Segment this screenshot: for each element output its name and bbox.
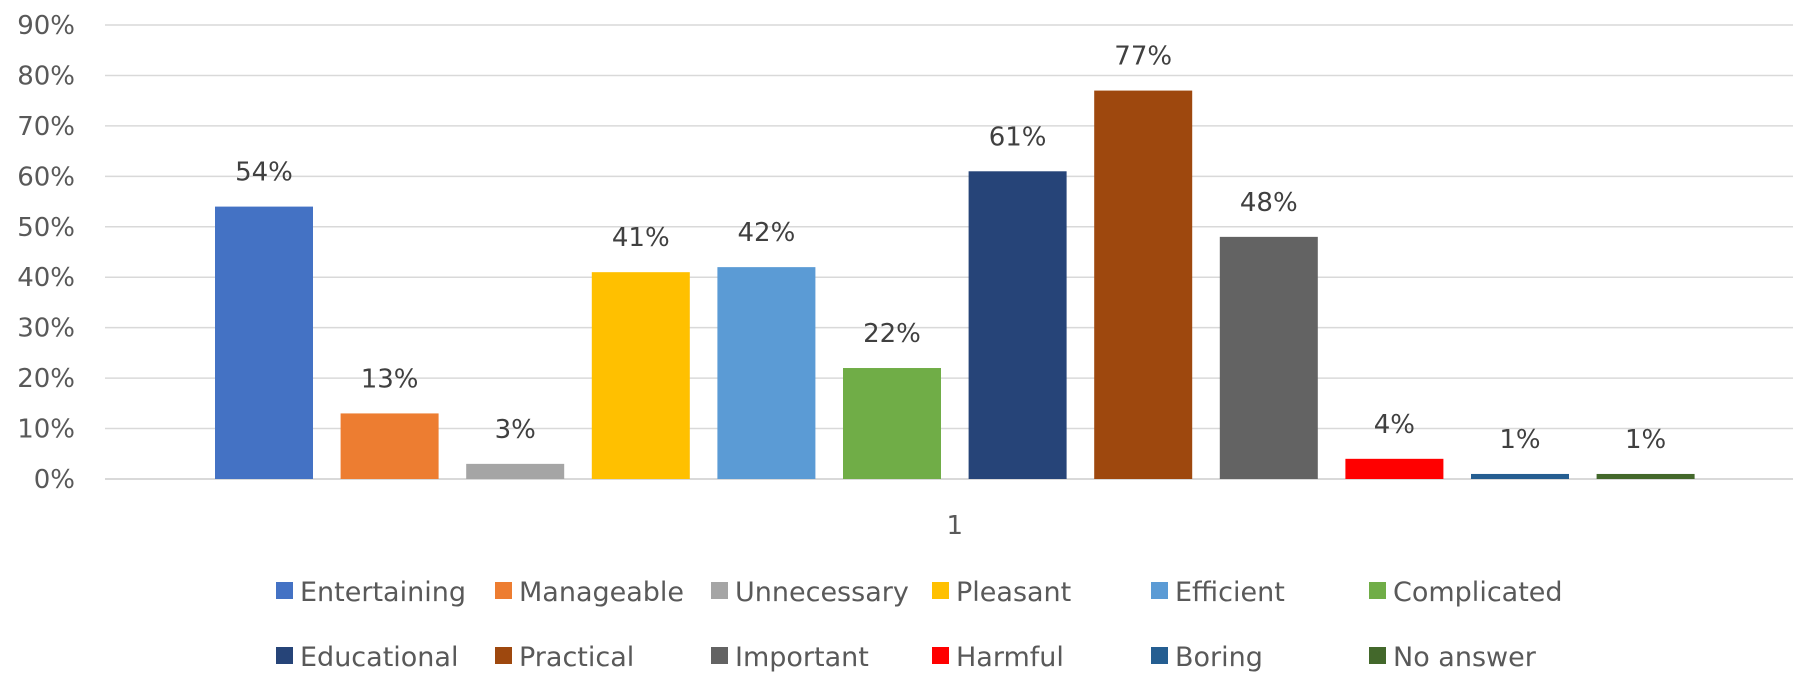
bar-efficient: [717, 267, 816, 479]
bar-entertaining: [215, 206, 313, 479]
data-label: 41%: [612, 223, 670, 253]
bar-boring: [1471, 473, 1569, 479]
y-tick-label: 0%: [34, 465, 75, 495]
legend-swatch: [495, 647, 512, 664]
data-label: 13%: [361, 364, 419, 394]
legend-swatch: [1151, 647, 1168, 664]
bar-unnecessary: [466, 463, 565, 479]
legend-swatch: [932, 582, 949, 599]
data-label: 42%: [738, 218, 796, 248]
data-label: 54%: [235, 158, 293, 188]
legend-item-manageable: Manageable: [495, 577, 684, 608]
y-tick-label: 10%: [17, 415, 75, 445]
y-tick-label: 70%: [17, 112, 75, 142]
legend-label: Complicated: [1393, 577, 1563, 608]
legend-swatch: [276, 647, 293, 664]
legend-swatch: [276, 582, 293, 599]
y-tick-label: 50%: [17, 213, 75, 243]
y-tick-label: 60%: [17, 162, 75, 192]
legend-swatch: [711, 647, 728, 664]
legend-label: Pleasant: [956, 577, 1071, 608]
y-tick-label: 80%: [17, 61, 75, 91]
bar-manageable: [340, 413, 439, 479]
bar-important: [1219, 236, 1318, 479]
data-label: 1%: [1625, 425, 1666, 455]
legend-item-complicated: Complicated: [1369, 577, 1563, 608]
data-label: 48%: [1240, 188, 1298, 218]
bar-harmful: [1345, 458, 1444, 479]
legend-swatch: [1369, 582, 1386, 599]
legend-item-unnecessary: Unnecessary: [711, 577, 909, 608]
gridlines: [105, 24, 1793, 480]
legend-label: Practical: [519, 642, 634, 673]
legend-label: Harmful: [956, 642, 1064, 673]
legend-label: Important: [735, 642, 869, 673]
legend-item-educational: Educational: [276, 642, 458, 673]
bar-pleasant: [591, 272, 690, 479]
bar-complicated: [843, 368, 941, 479]
y-tick-label: 30%: [17, 314, 75, 344]
legend-item-boring: Boring: [1151, 642, 1263, 673]
bar-practical: [1094, 90, 1193, 480]
data-label: 77%: [1114, 42, 1172, 72]
legend-item-practical: Practical: [495, 642, 634, 673]
legend-swatch: [1151, 582, 1168, 599]
legend-label: Manageable: [519, 577, 684, 608]
legend-label: Unnecessary: [735, 577, 909, 608]
data-label: 3%: [495, 415, 536, 445]
legend-label: Boring: [1175, 642, 1263, 673]
legend-item-harmful: Harmful: [932, 642, 1064, 673]
legend-item-efficient: Efficient: [1151, 577, 1285, 608]
bars: [215, 90, 1695, 480]
legend-label: Efficient: [1175, 577, 1285, 608]
bar-no-answer: [1596, 473, 1695, 479]
y-tick-label: 20%: [17, 364, 75, 394]
legend-label: Entertaining: [300, 577, 466, 608]
x-category-label: 1: [947, 511, 964, 541]
y-tick-label: 40%: [17, 263, 75, 293]
data-label: 61%: [989, 122, 1047, 152]
y-axis-ticks: 0% 10% 20% 30% 40% 50% 60% 70% 80% 90%: [17, 11, 75, 495]
data-label: 1%: [1499, 425, 1540, 455]
legend: Entertaining Manageable Unnecessary Pleasan…: [276, 577, 1563, 673]
legend-swatch: [711, 582, 728, 599]
data-labels: 54% 13% 3% 41% 42% 22% 61% 77% 48% 4% 1% 1%: [235, 42, 1666, 455]
legend-item-entertaining: Entertaining: [276, 577, 466, 608]
legend-swatch: [495, 582, 512, 599]
legend-item-pleasant: Pleasant: [932, 577, 1071, 608]
legend-item-important: Important: [711, 642, 869, 673]
legend-item-no-answer: No answer: [1369, 642, 1537, 673]
legend-label: No answer: [1393, 642, 1537, 673]
y-tick-label: 90%: [17, 11, 75, 41]
legend-swatch: [1369, 647, 1386, 664]
data-label: 22%: [863, 319, 921, 349]
legend-label: Educational: [300, 642, 458, 673]
bar-educational: [968, 171, 1067, 480]
legend-swatch: [932, 647, 949, 664]
data-label: 4%: [1374, 410, 1415, 440]
